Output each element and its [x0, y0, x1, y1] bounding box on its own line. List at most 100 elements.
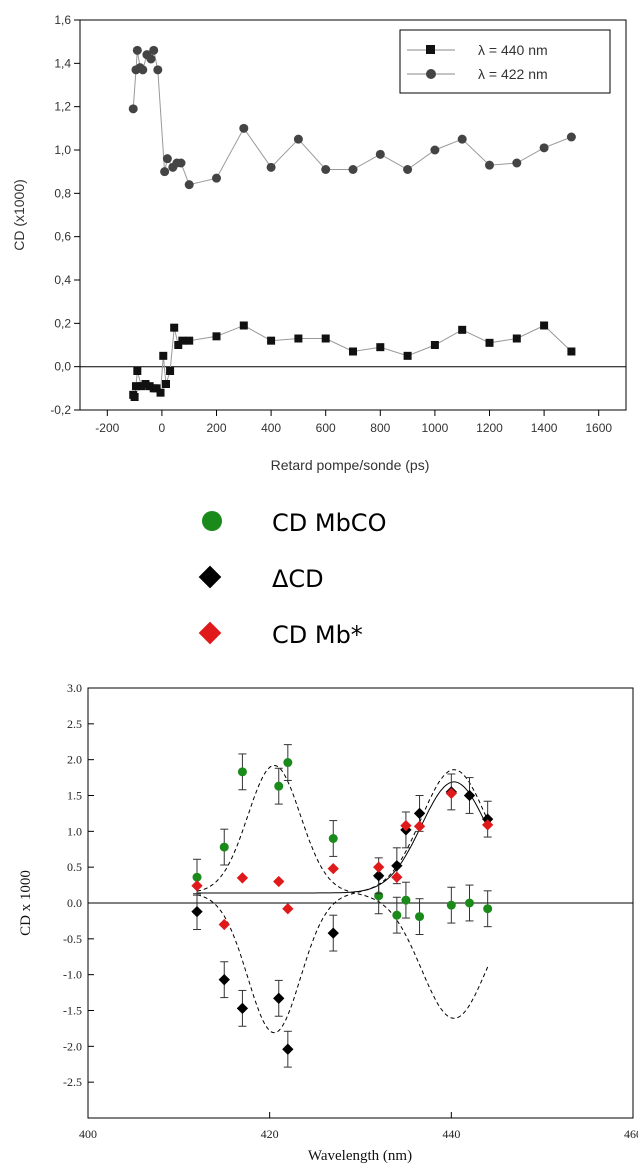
top-y-tick-label: -0,2	[50, 403, 71, 417]
point-delta-cd	[373, 870, 385, 882]
fit-curve-cd-mbco	[196, 765, 489, 1019]
top-series	[128, 45, 576, 401]
top-point-440	[130, 393, 139, 401]
point-cd-mbco	[483, 904, 493, 914]
top-point-422	[293, 134, 303, 144]
top-point-422	[162, 154, 172, 164]
point-delta-cd	[191, 905, 203, 918]
top-chart: -200 0 200 400 600 800 1000 1200 1400 1600 -0,2 0,…	[11, 13, 627, 473]
point-cd-mbstar	[236, 872, 249, 884]
point-cd-mbstar	[327, 862, 339, 875]
top-point-440	[137, 382, 146, 391]
top-point-440	[212, 332, 221, 341]
point-cd-mbco	[415, 912, 425, 922]
bottom-x-ticks: 400 420 440 460	[79, 1112, 638, 1141]
legend-label-422: λ = 422 nm	[478, 66, 548, 82]
point-cd-mbco	[274, 781, 284, 791]
top-x-tick-label: 600	[316, 421, 336, 435]
point-cd-mbstar	[191, 880, 203, 892]
top-x-tick-label: 1400	[531, 421, 558, 435]
top-point-440	[267, 336, 276, 345]
top-x-tick-label: 800	[370, 421, 390, 435]
bottom-y-tick-label: -0.5	[63, 932, 82, 946]
top-point-440	[349, 347, 357, 356]
legend-label-delta-cd: ΔCD	[272, 565, 324, 593]
top-point-422	[430, 145, 440, 155]
bottom-x-tick-label: 440	[442, 1127, 460, 1141]
bottom-y-tick-label: -2.5	[63, 1075, 82, 1089]
top-point-422	[149, 45, 159, 55]
top-point-440	[174, 341, 183, 349]
point-cd-mbstar	[400, 819, 412, 832]
top-legend-box	[399, 29, 611, 94]
bottom-y-ticks: -2.5 -2.0 -1.5 -1.0 -0.5 0.0 0.5 1.0 1.5 2.0 2.5 3.…	[63, 681, 94, 1089]
bottom-y-tick-label: 0.5	[67, 860, 82, 874]
top-point-440	[512, 334, 521, 343]
fit-curve-delta-cd	[196, 769, 489, 1034]
top-y-tick-label: 0,0	[54, 360, 71, 374]
top-point-440	[170, 323, 179, 332]
point-cd-mbstar	[373, 861, 385, 873]
top-y-tick-label: 1,6	[54, 13, 71, 27]
legend-label-cd-mbco: CD MbCO	[272, 509, 386, 537]
top-x-tick-label: -200	[95, 421, 119, 435]
top-point-440	[540, 321, 549, 330]
bottom-y-tick-label: 1.0	[67, 824, 82, 838]
top-point-440	[161, 380, 170, 388]
legend-marker-422	[426, 69, 436, 79]
top-point-440	[430, 341, 439, 349]
top-point-440	[131, 382, 140, 391]
bottom-y-tick-label: 2.5	[67, 717, 82, 731]
point-cd-mbco	[401, 895, 411, 905]
top-point-422	[239, 123, 249, 133]
top-point-440	[159, 351, 168, 360]
top-point-422	[176, 158, 186, 168]
point-delta-cd	[413, 807, 426, 820]
legend-marker-cd-mbco	[202, 511, 222, 531]
top-y-tick-label: 1,0	[54, 143, 71, 157]
top-point-440	[239, 321, 248, 330]
top-y-tick-label: 0,6	[54, 230, 71, 244]
point-cd-mbco	[192, 872, 202, 882]
point-cd-mbco	[328, 834, 338, 843]
top-point-422	[457, 134, 467, 144]
point-delta-cd	[391, 860, 403, 872]
top-x-tick-label: 1600	[585, 421, 612, 435]
top-point-422	[212, 173, 221, 183]
top-point-422	[512, 158, 522, 168]
top-point-422	[128, 104, 138, 114]
top-x-tick-label: 400	[261, 421, 281, 435]
bottom-y-tick-label: -1.5	[63, 1004, 82, 1018]
bottom-y-tick-label: 0.0	[67, 896, 82, 910]
legend-marker-440	[426, 45, 435, 54]
top-point-422	[132, 45, 142, 55]
bottom-x-axis-label: Wavelength (nm)	[308, 1148, 412, 1164]
top-point-422	[539, 143, 549, 153]
point-cd-mbstar	[482, 819, 494, 831]
point-cd-mbco	[392, 910, 402, 920]
point-cd-mbstar	[218, 918, 230, 931]
legend-marker-cd-mbstar	[198, 621, 222, 645]
top-x-tick-label: 0	[159, 421, 166, 435]
legend-label-440: λ = 440 nm	[478, 42, 548, 58]
top-y-tick-label: 1,2	[54, 100, 71, 114]
top-series-line-0	[132, 324, 572, 399]
point-delta-cd	[218, 974, 230, 986]
bottom-y-tick-label: -1.0	[63, 968, 82, 982]
top-point-422	[160, 167, 170, 177]
top-point-440	[403, 351, 412, 360]
top-point-440	[185, 336, 194, 345]
top-point-422	[153, 65, 163, 75]
top-point-422	[566, 132, 576, 142]
top-point-422	[403, 165, 413, 174]
top-point-440	[567, 347, 576, 356]
bottom-y-axis-label: CD x 1000	[18, 870, 34, 936]
point-delta-cd	[273, 992, 285, 1004]
top-point-422	[138, 65, 148, 75]
top-legend: λ = 440 nm λ = 422 nm	[399, 29, 611, 94]
top-point-440	[376, 343, 385, 352]
top-point-440	[133, 367, 142, 375]
point-cd-mbstar	[282, 903, 294, 915]
point-delta-cd	[463, 789, 476, 802]
